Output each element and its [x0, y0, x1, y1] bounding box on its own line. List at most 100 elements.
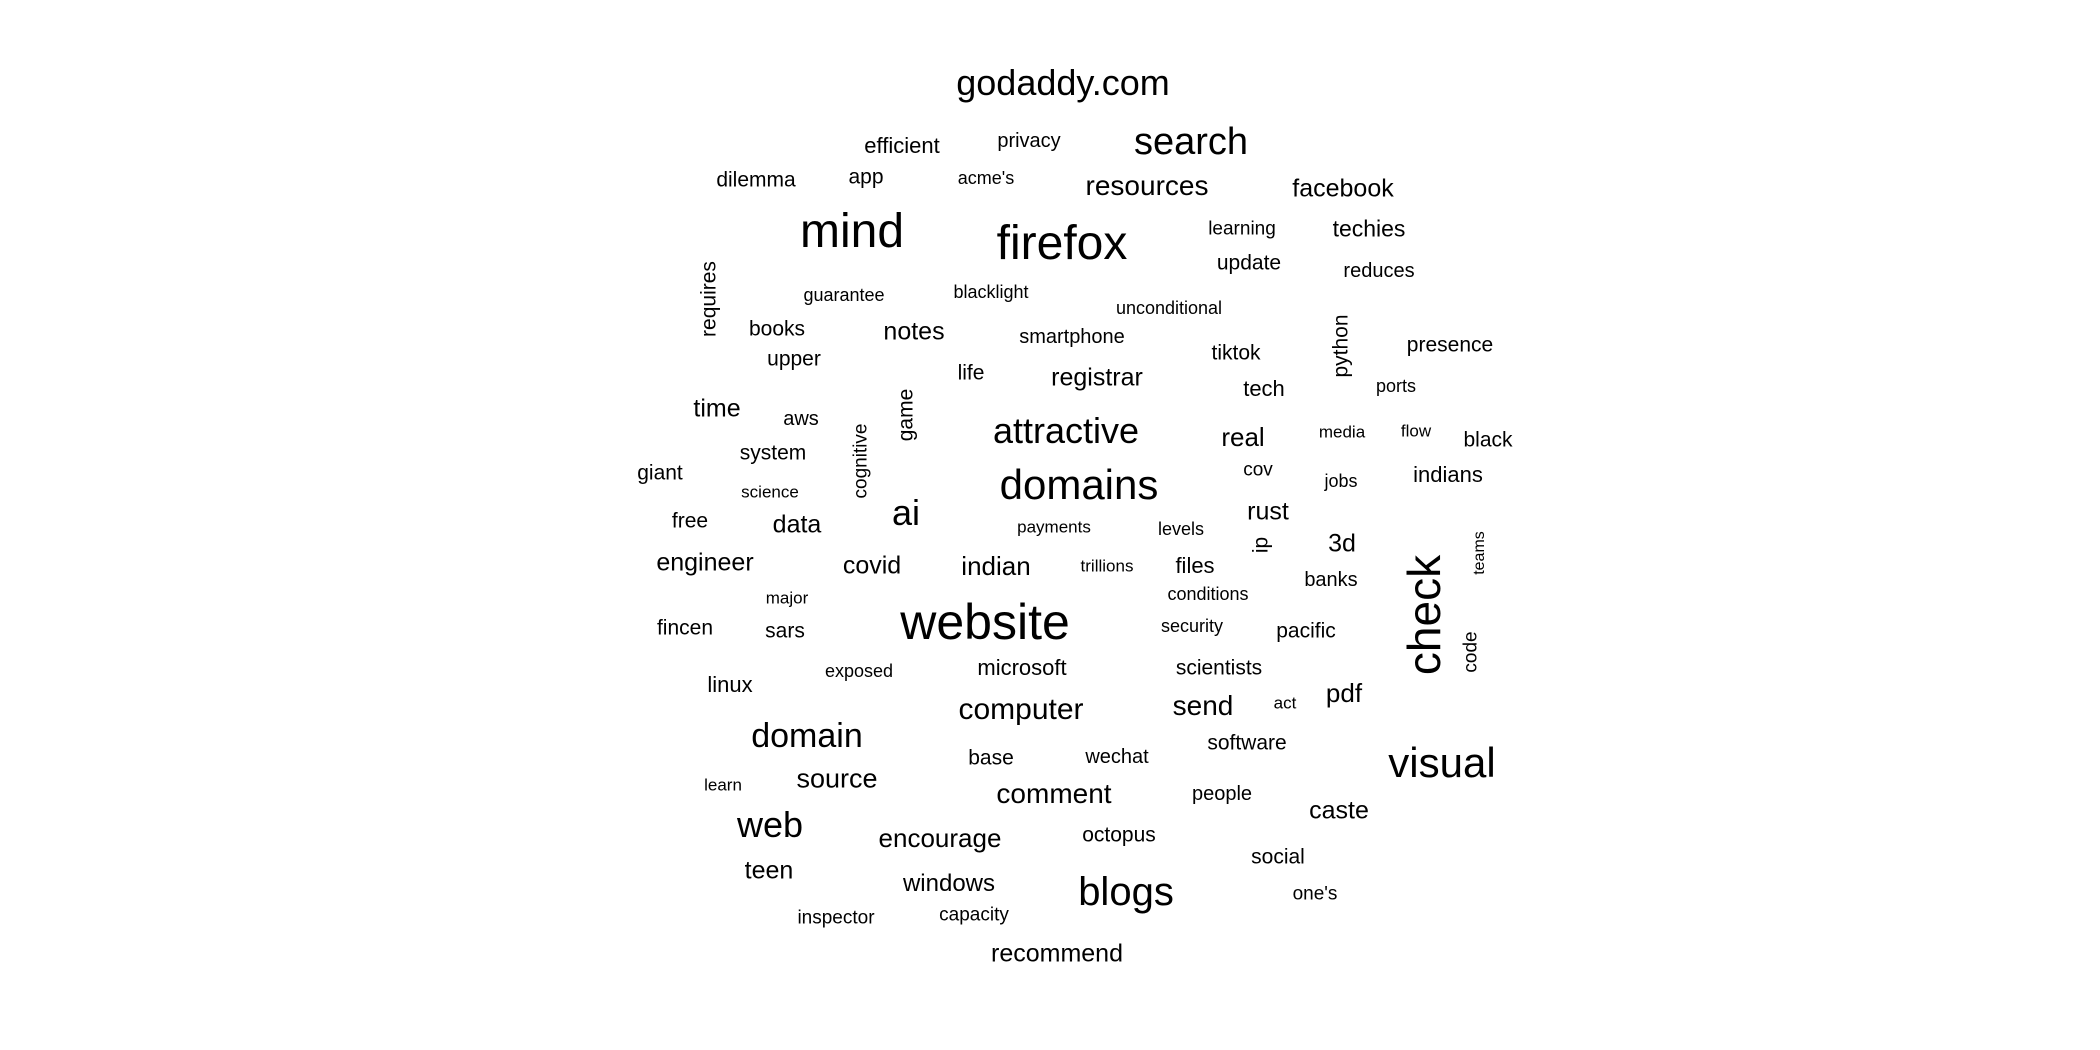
word-blogs: blogs: [1078, 870, 1174, 914]
word-search: search: [1133, 121, 1249, 163]
word-smartphone: smartphone: [1019, 326, 1125, 348]
word-godaddy-com: godaddy.com: [956, 62, 1170, 103]
word-levels: levels: [1157, 519, 1205, 539]
word-guarantee: guarantee: [803, 285, 885, 305]
word-ports: ports: [1375, 376, 1417, 396]
word-cognitive: cognitive: [850, 423, 872, 499]
word-science: science: [741, 482, 799, 502]
word-security: security: [1160, 616, 1224, 636]
word-media: media: [1318, 422, 1366, 442]
word-dilemma: dilemma: [716, 168, 796, 192]
word-notes: notes: [883, 317, 945, 346]
word-registrar: registrar: [1051, 363, 1143, 392]
word-recommend: recommend: [991, 939, 1123, 968]
word-base: base: [968, 746, 1014, 770]
word-octopus: octopus: [1082, 823, 1156, 847]
word-real: real: [1221, 422, 1265, 452]
word-inspector: inspector: [797, 907, 875, 929]
word-wechat: wechat: [1085, 746, 1149, 768]
word-caste: caste: [1309, 796, 1369, 825]
word-ip: ip: [1249, 536, 1273, 554]
word-conditions: conditions: [1167, 584, 1249, 604]
word-mind: mind: [799, 205, 905, 258]
word-act: act: [1273, 693, 1297, 713]
word-send: send: [1172, 690, 1234, 721]
word-tech: tech: [1243, 376, 1285, 401]
word-privacy: privacy: [997, 130, 1061, 152]
word-scientists: scientists: [1175, 656, 1263, 680]
word-web: web: [736, 804, 804, 845]
word-comment: comment: [996, 778, 1112, 809]
word-software: software: [1207, 731, 1287, 755]
word-system: system: [739, 441, 807, 465]
word-giant: giant: [637, 461, 683, 485]
word-acme-s: acme's: [957, 168, 1015, 188]
word-flow: flow: [1400, 421, 1432, 441]
word-fincen: fincen: [656, 616, 714, 640]
word-computer: computer: [958, 693, 1084, 726]
word-learning: learning: [1208, 218, 1276, 240]
word-microsoft: microsoft: [977, 655, 1067, 680]
word-blacklight: blacklight: [953, 282, 1029, 302]
word-jobs: jobs: [1324, 471, 1358, 491]
word-update: update: [1216, 251, 1282, 275]
word-presence: presence: [1406, 333, 1494, 357]
word-cov: cov: [1243, 459, 1273, 481]
word-exposed: exposed: [824, 661, 894, 681]
word-website: website: [900, 594, 1070, 650]
word-resources: resources: [1085, 170, 1209, 201]
word-pdf: pdf: [1325, 678, 1363, 708]
word-requires: requires: [697, 261, 721, 337]
word-techies: techies: [1332, 215, 1406, 242]
word-3d: 3d: [1328, 529, 1356, 558]
word-time: time: [693, 394, 741, 423]
word-app: app: [848, 165, 884, 189]
word-ai: ai: [891, 492, 921, 533]
word-pacific: pacific: [1276, 619, 1336, 643]
word-code: code: [1460, 631, 1482, 673]
word-books: books: [748, 317, 806, 341]
word-visual: visual: [1388, 739, 1496, 786]
word-indian: indian: [961, 551, 1031, 581]
word-firefox: firefox: [996, 217, 1128, 270]
word-domain: domain: [751, 717, 863, 755]
word-payments: payments: [1017, 517, 1091, 537]
word-indians: indians: [1413, 462, 1483, 487]
word-upper: upper: [767, 347, 821, 371]
word-teen: teen: [744, 856, 794, 885]
word-teams: teams: [1471, 531, 1488, 575]
word-windows: windows: [902, 870, 996, 897]
word-efficient: efficient: [864, 133, 940, 158]
word-game: game: [894, 388, 918, 442]
word-source: source: [796, 763, 878, 794]
word-python: python: [1329, 314, 1353, 378]
word-sars: sars: [765, 619, 805, 643]
word-linux: linux: [707, 672, 753, 697]
word-banks: banks: [1304, 569, 1358, 591]
word-rust: rust: [1247, 497, 1289, 526]
word-black: black: [1463, 428, 1513, 452]
word-life: life: [957, 361, 985, 385]
word-files: files: [1175, 553, 1215, 578]
word-unconditional: unconditional: [1115, 298, 1223, 318]
word-social: social: [1251, 845, 1305, 869]
word-people: people: [1191, 783, 1253, 805]
word-attractive: attractive: [992, 410, 1140, 451]
word-reduces: reduces: [1343, 260, 1415, 282]
word-covid: covid: [842, 551, 902, 580]
word-domains: domains: [999, 461, 1159, 508]
word-aws: aws: [783, 408, 819, 430]
word-engineer: engineer: [656, 548, 754, 577]
word-major: major: [765, 588, 809, 608]
word-one-s: one's: [1292, 883, 1338, 905]
word-learn: learn: [704, 775, 742, 795]
word-encourage: encourage: [878, 823, 1002, 853]
word-check: check: [1398, 554, 1450, 676]
word-data: data: [772, 510, 822, 539]
word-trillions: trillions: [1080, 556, 1134, 576]
word-facebook: facebook: [1292, 174, 1394, 203]
word-capacity: capacity: [939, 904, 1009, 926]
word-free: free: [671, 509, 709, 533]
word-tiktok: tiktok: [1211, 341, 1261, 365]
